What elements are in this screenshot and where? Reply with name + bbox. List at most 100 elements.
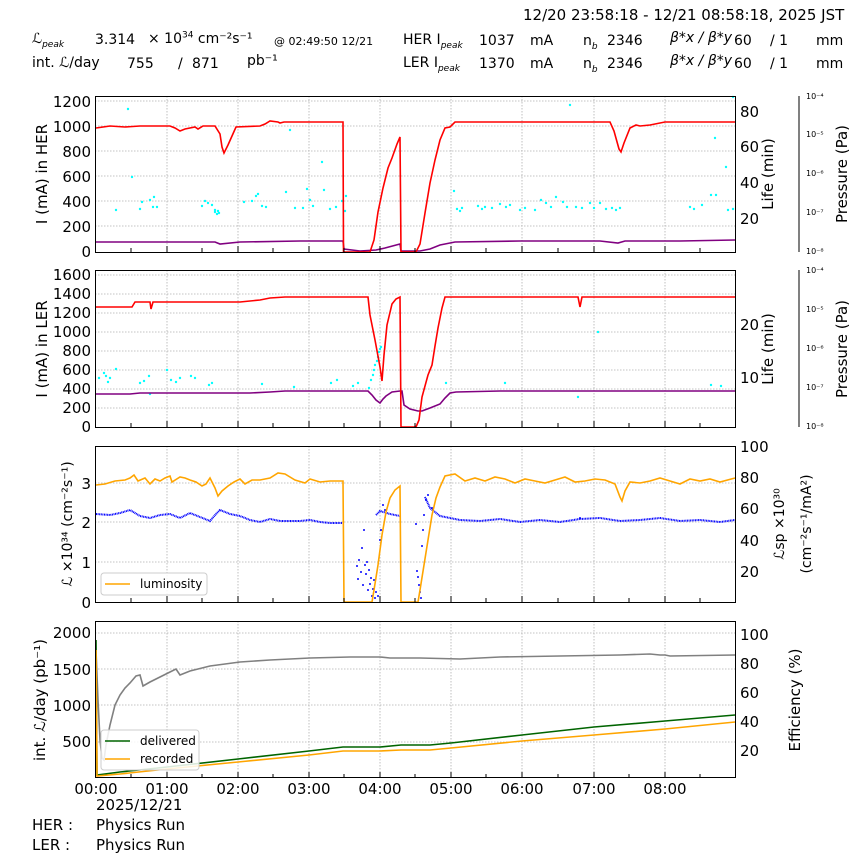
svg-text:delivered: delivered: [140, 734, 196, 748]
her-pressure-points: [114, 95, 735, 216]
her-yticks-left: 1200 1000 800 600 400 200 0: [53, 93, 91, 261]
ler-status-label: LER :: [32, 836, 71, 854]
int-lumi-sep: /: [178, 56, 183, 72]
svg-text:07:00: 07:00: [572, 780, 615, 798]
efficiency-ylabel: Efficiency (%): [786, 649, 804, 752]
svg-text:60: 60: [740, 500, 759, 518]
x-axis-ticks: 00:00 01:00 02:00 03:00 04:00 05:00 06:0…: [74, 780, 686, 798]
her-nb-value: 2346: [607, 33, 643, 49]
svg-text:0: 0: [81, 243, 91, 261]
ler-beta-unit: mm: [816, 56, 844, 72]
her-ipeak-unit: mA: [530, 33, 554, 49]
lumi-ylabel-right: ℒsp ×10³⁰: [772, 488, 788, 560]
svg-text:1500: 1500: [53, 661, 91, 679]
lumi-panel: 0 1 2 3 100 80 60 40 20 ℒ ×10³⁴ (cm⁻²s⁻¹…: [60, 438, 815, 612]
specific-lumi-line: [95, 508, 343, 524]
lumi-legend: luminosity: [100, 572, 208, 596]
svg-text:10⁻⁵: 10⁻⁵: [806, 130, 824, 139]
intlumi-ylabel: int. ℒ/day (pb⁻¹): [31, 639, 49, 761]
svg-text:400: 400: [62, 380, 91, 398]
svg-text:03:00: 03:00: [287, 780, 330, 798]
svg-text:10⁻⁴: 10⁻⁴: [806, 92, 824, 101]
svg-text:02:00: 02:00: [216, 780, 259, 798]
svg-text:800: 800: [62, 143, 91, 161]
svg-text:200: 200: [62, 399, 91, 417]
specific-lumi-scatter: [356, 494, 581, 599]
ler-beta-y: / 1: [770, 56, 789, 72]
her-pressure-ticks: 10⁻⁴ 10⁻⁵ 10⁻⁶ 10⁻⁷ 10⁻⁸: [806, 92, 824, 256]
ler-panel: 1600 1400 1200 1000 800 600 400 200 0 20…: [33, 266, 851, 436]
svg-text:100: 100: [740, 626, 769, 644]
svg-text:1200: 1200: [53, 93, 91, 111]
svg-text:20: 20: [740, 210, 759, 228]
int-lumi-unit: pb⁻¹: [247, 53, 278, 69]
svg-text:luminosity: luminosity: [140, 577, 202, 591]
svg-text:05:00: 05:00: [429, 780, 472, 798]
ler-pressure-points: [97, 330, 723, 399]
svg-text:10⁻⁷: 10⁻⁷: [806, 208, 824, 217]
svg-text:10: 10: [740, 369, 759, 387]
her-beta-label: β*x / β*y: [670, 30, 733, 46]
her-ylabel-pressure: Pressure (Pa): [833, 125, 851, 223]
lumi-ylabel: ℒ ×10³⁴ (cm⁻²s⁻¹): [60, 461, 76, 586]
x-axis-date: 2025/12/21: [96, 796, 183, 814]
efficiency-line: [95, 649, 736, 762]
svg-text:1400: 1400: [53, 285, 91, 303]
her-beta-x: 60: [734, 33, 752, 49]
svg-text:20: 20: [740, 742, 759, 760]
svg-text:3: 3: [81, 475, 91, 493]
svg-text:00:00: 00:00: [74, 780, 117, 798]
her-ipeak-value: 1037: [479, 33, 515, 49]
ler-status: Physics Run: [96, 836, 186, 854]
svg-text:20: 20: [740, 316, 759, 334]
svg-text:80: 80: [740, 103, 759, 121]
svg-text:2000: 2000: [53, 624, 91, 642]
svg-text:10⁻⁸: 10⁻⁸: [806, 247, 824, 256]
svg-text:1000: 1000: [53, 697, 91, 715]
svg-text:400: 400: [62, 193, 91, 211]
intlumi-legend: delivered recorded: [100, 729, 200, 771]
her-panel: 1200 1000 800 600 400 200 0 80 60 40 20 …: [33, 92, 851, 261]
her-current-line: [95, 120, 735, 253]
svg-text:Pressure (Pa): Pressure (Pa): [833, 300, 851, 398]
ler-ylabel: I (mA) in LER: [33, 300, 51, 397]
svg-text:08:00: 08:00: [643, 780, 686, 798]
ler-ylabel-right: Life (min): [759, 313, 777, 385]
svg-text:1000: 1000: [53, 118, 91, 136]
svg-text:2: 2: [81, 514, 91, 532]
svg-text:500: 500: [62, 733, 91, 751]
svg-text:(cm⁻²s⁻¹/mA²): (cm⁻²s⁻¹/mA²): [799, 474, 815, 573]
peak-lumi-label: ℒpeak: [32, 31, 65, 50]
svg-text:40: 40: [740, 174, 759, 192]
svg-text:40: 40: [740, 532, 759, 550]
ler-yticks-left: 1600 1400 1200 1000 800 600 400 200 0: [53, 266, 91, 436]
svg-text:0: 0: [81, 418, 91, 436]
her-nb-label: nb: [583, 33, 598, 52]
svg-text:600: 600: [62, 361, 91, 379]
svg-text:04:00: 04:00: [358, 780, 401, 798]
svg-text:1000: 1000: [53, 323, 91, 341]
ler-frame: [95, 270, 736, 428]
her-status-label: HER :: [32, 816, 74, 834]
lumi-frame: [95, 446, 736, 603]
her-ylabel: I (mA) in HER: [33, 124, 51, 224]
svg-text:1200: 1200: [53, 304, 91, 322]
ler-ipeak-label: LER Ipeak: [403, 55, 460, 74]
peak-lumi-value: 3.314: [95, 32, 136, 48]
intlumi-panel: 2000 1500 1000 500 100 80 60 40 20 int. …: [31, 621, 804, 798]
peak-lumi-time: @ 02:49:50 12/21: [274, 35, 374, 48]
ler-nb-value: 2346: [607, 56, 643, 72]
svg-text:10⁻⁵: 10⁻⁵: [806, 305, 824, 314]
svg-text:600: 600: [62, 168, 91, 186]
svg-text:1: 1: [81, 554, 91, 572]
int-lumi-recorded: 755: [127, 56, 154, 72]
ler-ipeak-unit: mA: [530, 56, 554, 72]
her-status: Physics Run: [96, 816, 186, 834]
svg-text:10⁻⁶: 10⁻⁶: [806, 169, 824, 178]
svg-text:20: 20: [740, 563, 759, 581]
svg-text:06:00: 06:00: [500, 780, 543, 798]
x-tick-marks: [130, 246, 701, 778]
her-beta-y: / 1: [770, 33, 789, 49]
ler-beta-x: 60: [734, 56, 752, 72]
